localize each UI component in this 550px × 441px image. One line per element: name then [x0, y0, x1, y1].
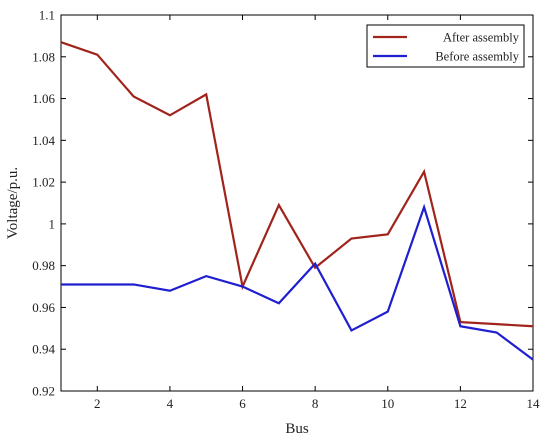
y-tick-label: 1.1 — [39, 8, 55, 23]
legend-label: After assembly — [443, 31, 520, 45]
x-axis-title: Bus — [285, 421, 309, 437]
plot-frame — [60, 14, 534, 392]
y-axis-title: Voltage/p.u. — [5, 167, 21, 239]
axis-ticks: 2 4 6 8 10 12 14 0.92 0.94 0.96 0.98 1 1.02 1.04 1.06 1… — [32, 8, 540, 412]
x-tick-label: 2 — [94, 396, 101, 411]
y-tick-label: 0.92 — [32, 384, 55, 399]
x-tick-label: 12 — [454, 396, 467, 411]
x-tick-label: 8 — [312, 396, 319, 411]
y-tick-label: 1.06 — [32, 91, 55, 106]
y-tick-label: 1 — [49, 216, 56, 231]
y-tick-label: 0.94 — [32, 342, 55, 357]
legend: After assembly Before assembly — [366, 24, 525, 68]
x-tick-label: 4 — [167, 396, 174, 411]
y-tick-label: 0.98 — [32, 258, 55, 273]
legend-label: Before assembly — [435, 50, 519, 64]
plot-area — [60, 14, 534, 392]
y-tick-label: 0.96 — [32, 300, 55, 315]
y-tick-label: 1.08 — [32, 49, 55, 64]
x-tick-label: 14 — [527, 396, 541, 411]
x-tick-label: 6 — [239, 396, 246, 411]
legend-box — [366, 24, 525, 68]
x-tick-label: 10 — [381, 396, 394, 411]
y-tick-label: 1.02 — [32, 175, 55, 190]
y-tick-label: 1.04 — [32, 133, 55, 148]
series-line-before-assembly — [61, 203, 534, 361]
series-line-after-assembly — [60, 41, 534, 328]
